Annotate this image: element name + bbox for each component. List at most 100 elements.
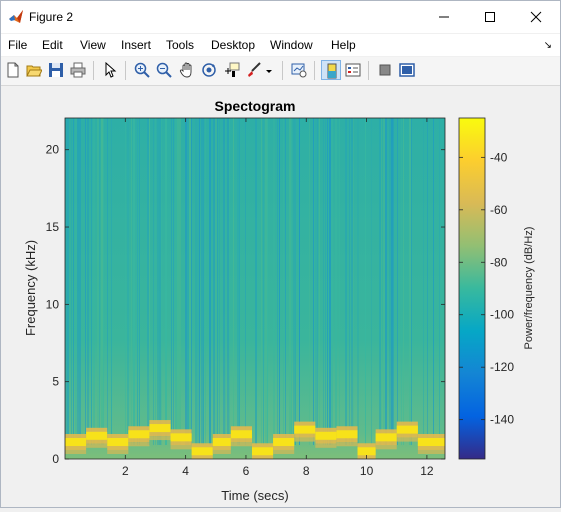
- figure-canvas[interactable]: Spectogram Time (secs) Frequency (kHz) 2…: [1, 86, 560, 507]
- tone-segment: [294, 425, 316, 434]
- spectrum-streak: [79, 118, 81, 445]
- spectrum-streak: [299, 118, 300, 445]
- spectrum-streak: [409, 118, 411, 445]
- edit-plot-pointer-icon: [105, 62, 117, 78]
- spectrum-streak: [187, 118, 189, 445]
- spectrum-streak: [133, 118, 135, 445]
- minimize-button[interactable]: [421, 1, 467, 33]
- spectrum-streak: [99, 118, 100, 445]
- spectrum-streak: [165, 118, 167, 445]
- spectrum-streak: [403, 118, 404, 445]
- spectrum-streak: [439, 118, 440, 445]
- spectrum-streak: [385, 118, 387, 445]
- tone-segment-harmonic: [107, 449, 129, 454]
- print-button[interactable]: [68, 60, 88, 80]
- insert-colorbar-button[interactable]: [321, 60, 341, 80]
- x-tick-label: 8: [303, 464, 310, 478]
- spectrum-streak: [185, 118, 187, 445]
- tone-segment-harmonic: [252, 459, 273, 463]
- edit-plot-button[interactable]: [100, 60, 120, 80]
- show-plot-tools-button[interactable]: [397, 60, 417, 80]
- spectrum-streak: [339, 118, 340, 445]
- tone-segment-harmonic: [375, 445, 397, 450]
- spectrum-streak: [391, 118, 393, 445]
- spectrum-streak: [353, 118, 354, 445]
- close-button[interactable]: [513, 1, 559, 33]
- spectrum-streak: [379, 118, 381, 445]
- brush-dropdown-icon: [266, 70, 272, 73]
- menu-bar: File Edit View Insert Tools Desktop Wind…: [1, 34, 560, 56]
- brush-dropdown-button[interactable]: [263, 60, 275, 80]
- brush-icon: [248, 62, 261, 77]
- spectrum-streak: [91, 118, 92, 445]
- spectrum-streak: [389, 118, 391, 445]
- menu-insert[interactable]: Insert: [121, 38, 152, 52]
- title-bar[interactable]: Figure 2: [1, 1, 560, 33]
- spectrum-streak: [295, 118, 296, 445]
- menu-tools[interactable]: Tools: [166, 38, 195, 52]
- menu-view[interactable]: View: [80, 38, 106, 52]
- new-figure-button[interactable]: [3, 60, 23, 80]
- spectrum-streak: [245, 118, 246, 445]
- brush-button[interactable]: [244, 60, 264, 80]
- spectrum-streak: [93, 118, 95, 445]
- hide-plot-tools-button[interactable]: [375, 60, 395, 80]
- rotate-3d-button[interactable]: [199, 60, 219, 80]
- link-plot-button[interactable]: [289, 60, 309, 80]
- open-file-button[interactable]: [24, 60, 44, 80]
- save-button[interactable]: [46, 60, 66, 80]
- spectrum-streak: [315, 118, 317, 445]
- colorbar-tick-label: -40: [490, 150, 508, 164]
- tone-segment: [86, 431, 108, 440]
- menu-edit[interactable]: Edit: [42, 38, 63, 52]
- tone-segment: [230, 430, 252, 439]
- spectrum-streak: [111, 118, 112, 445]
- maximize-icon: [485, 12, 495, 22]
- data-cursor-button[interactable]: [222, 60, 242, 80]
- spectrum-streak: [335, 118, 337, 445]
- spectrum-streak: [233, 118, 234, 445]
- print-icon: [70, 62, 86, 78]
- pan-button[interactable]: [177, 60, 197, 80]
- tone-segment-harmonic: [230, 442, 252, 447]
- colorbar-tick-label: -100: [490, 308, 514, 322]
- menu-desktop[interactable]: Desktop: [211, 38, 256, 52]
- menu-window[interactable]: Window: [270, 38, 313, 52]
- spectrum-streak: [433, 118, 434, 445]
- x-tick-label: 2: [122, 464, 129, 478]
- tone-segment: [396, 425, 418, 434]
- spectrum-streak: [411, 118, 412, 445]
- tone-segment-harmonic: [65, 449, 87, 454]
- spectrum-streak: [205, 118, 206, 445]
- y-tick-label: 10: [46, 297, 60, 311]
- spectrum-streak: [225, 118, 226, 445]
- x-axis-ticks: 2 4 6 8 10 12: [122, 118, 434, 478]
- dock-arrow-icon[interactable]: ↘: [543, 40, 552, 51]
- tone-segment-harmonic: [192, 459, 213, 463]
- insert-legend-button[interactable]: [343, 60, 363, 80]
- spectrum-streak: [317, 118, 318, 445]
- colorbar[interactable]: [458, 117, 486, 460]
- spectrum-streak: [423, 118, 424, 445]
- zoom-out-button[interactable]: [154, 60, 174, 80]
- link-plot-icon: [291, 63, 307, 78]
- tone-segment: [315, 431, 337, 440]
- spectrum-streak: [67, 118, 69, 445]
- spectrum-streak: [139, 118, 140, 445]
- tone-segment: [417, 437, 445, 446]
- spectrum-streak: [199, 118, 200, 445]
- tone-segment: [336, 430, 358, 439]
- matlab-icon: [8, 9, 24, 25]
- spectrum-streak: [381, 118, 382, 445]
- spectrum-streak: [239, 118, 240, 445]
- menu-help[interactable]: Help: [331, 38, 356, 52]
- tone-segment: [107, 437, 129, 446]
- x-tick-label: 6: [243, 464, 250, 478]
- maximize-button[interactable]: [467, 1, 513, 33]
- spectrum-streak: [265, 118, 267, 445]
- rotate-3d-icon: [202, 63, 216, 77]
- zoom-in-button[interactable]: [132, 60, 152, 80]
- toolbar-separator: [282, 61, 283, 80]
- spectrum-streak: [217, 118, 218, 445]
- menu-file[interactable]: File: [8, 38, 28, 52]
